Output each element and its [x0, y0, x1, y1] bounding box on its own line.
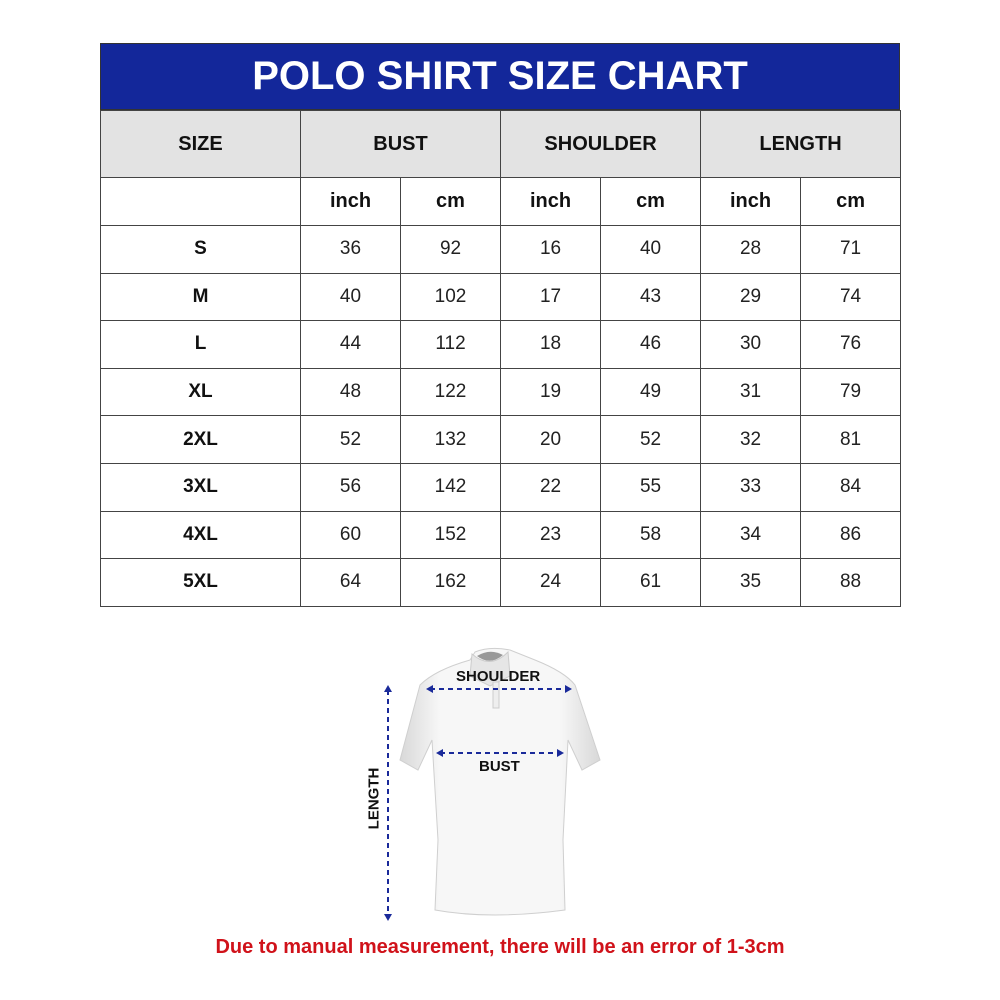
table-row: 3XL 56 142 22 55 33 84: [100, 462, 902, 512]
cell-shoulder-in: 19: [500, 367, 602, 417]
table-row: S 36 92 16 40 28 71: [100, 225, 902, 274]
unit-inch: inch: [500, 177, 602, 226]
cell-shoulder-cm: 61: [600, 558, 702, 607]
table-row: XL 48 122 19 49 31 79: [100, 367, 902, 417]
table-row: M 40 102 17 43 29 74: [100, 272, 902, 322]
cell-shoulder-in: 23: [500, 510, 602, 560]
cell-size: 4XL: [100, 510, 301, 560]
cell-shoulder-cm: 49: [600, 367, 702, 417]
table-row: 4XL 60 152 23 58 34 86: [100, 510, 902, 560]
cell-bust-cm: 162: [399, 558, 502, 607]
cell-length-in: 32: [700, 415, 802, 464]
cell-bust-cm: 122: [399, 367, 502, 417]
cell-length-in: 35: [700, 558, 802, 607]
cell-bust-cm: 142: [399, 462, 502, 512]
header-length: LENGTH: [700, 110, 902, 178]
cell-shoulder-cm: 40: [600, 225, 702, 274]
cell-length-cm: 79: [800, 367, 902, 417]
unit-row: inch cm inch cm inch cm: [100, 177, 902, 226]
header-shoulder: SHOULDER: [500, 110, 702, 178]
cell-length-cm: 86: [800, 510, 902, 560]
cell-size: 2XL: [100, 415, 301, 464]
cell-size: L: [100, 320, 301, 369]
chart-title: POLO SHIRT SIZE CHART: [100, 43, 900, 110]
table-row: L 44 112 18 46 30 76: [100, 320, 902, 369]
cell-length-cm: 71: [800, 225, 902, 274]
bust-label: BUST: [479, 758, 520, 775]
cell-size: 3XL: [100, 462, 301, 512]
cell-bust-cm: 92: [399, 225, 502, 274]
cell-bust-in: 56: [300, 462, 401, 512]
cell-size: S: [100, 225, 301, 274]
cell-size: M: [100, 272, 301, 322]
polo-shirt-illustration: [384, 647, 601, 921]
table-row: 5XL 64 162 24 61 35 88: [100, 558, 902, 607]
cell-bust-in: 52: [300, 415, 401, 464]
cell-length-cm: 81: [800, 415, 902, 464]
cell-length-cm: 88: [800, 558, 902, 607]
cell-shoulder-in: 16: [500, 225, 602, 274]
cell-length-in: 33: [700, 462, 802, 512]
cell-length-in: 31: [700, 367, 802, 417]
header-size: SIZE: [100, 110, 301, 178]
unit-blank: [100, 177, 301, 226]
cell-length-cm: 84: [800, 462, 902, 512]
shoulder-label: SHOULDER: [456, 668, 541, 685]
cell-bust-cm: 112: [399, 320, 502, 369]
cell-shoulder-in: 22: [500, 462, 602, 512]
cell-bust-in: 44: [300, 320, 401, 369]
header-bust: BUST: [299, 110, 502, 178]
cell-length-in: 28: [700, 225, 802, 274]
cell-size: XL: [100, 367, 301, 417]
cell-length-in: 29: [700, 272, 802, 322]
unit-cm: cm: [600, 177, 702, 226]
unit-inch: inch: [700, 177, 802, 226]
cell-shoulder-in: 20: [500, 415, 602, 464]
table-row: 2XL 52 132 20 52 32 81: [100, 415, 902, 464]
cell-shoulder-in: 24: [500, 558, 602, 607]
cell-bust-cm: 132: [399, 415, 502, 464]
shirt-diagram: SHOULDER BUST LENGTH: [360, 640, 620, 930]
unit-cm: cm: [800, 177, 902, 226]
collar-inside: [477, 651, 503, 661]
placket: [492, 681, 500, 709]
measurement-note: Due to manual measurement, there will be…: [215, 936, 785, 958]
cell-bust-cm: 152: [399, 510, 502, 560]
cell-shoulder-cm: 58: [600, 510, 702, 560]
cell-bust-in: 36: [300, 225, 401, 274]
unit-cm: cm: [399, 177, 502, 226]
shirt-body: [399, 647, 601, 916]
cell-shoulder-cm: 43: [600, 272, 702, 322]
size-table: SIZE BUST SHOULDER LENGTH inch cm inch c…: [100, 110, 902, 607]
header-row: SIZE BUST SHOULDER LENGTH: [100, 110, 902, 178]
cell-shoulder-cm: 52: [600, 415, 702, 464]
cell-shoulder-in: 17: [500, 272, 602, 322]
cell-size: 5XL: [100, 558, 301, 607]
cell-shoulder-cm: 55: [600, 462, 702, 512]
cell-bust-in: 40: [300, 272, 401, 322]
cell-bust-in: 64: [300, 558, 401, 607]
cell-shoulder-cm: 46: [600, 320, 702, 369]
length-label: LENGTH: [365, 767, 383, 830]
unit-inch: inch: [300, 177, 401, 226]
cell-length-cm: 76: [800, 320, 902, 369]
cell-shoulder-in: 18: [500, 320, 602, 369]
cell-length-in: 34: [700, 510, 802, 560]
cell-length-cm: 74: [800, 272, 902, 322]
cell-bust-cm: 102: [399, 272, 502, 322]
cell-bust-in: 60: [300, 510, 401, 560]
cell-length-in: 30: [700, 320, 802, 369]
cell-bust-in: 48: [300, 367, 401, 417]
